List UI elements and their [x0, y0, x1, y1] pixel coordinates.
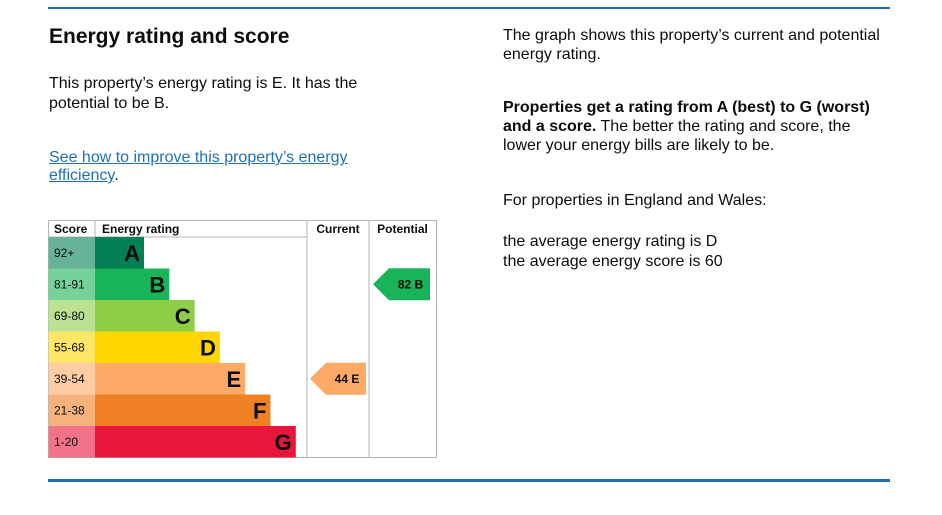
- rating-intro: This property’s energy rating is E. It h…: [49, 75, 358, 112]
- section-heading: Energy rating and score: [49, 25, 290, 48]
- ratings-rest: The better the rating and score, the low…: [503, 118, 851, 154]
- score-range-cell: [48, 237, 95, 269]
- current-header: Current: [316, 222, 359, 236]
- link-suffix: .: [114, 167, 119, 184]
- rating-band-bar: [95, 363, 246, 395]
- rating-band-bar: [95, 426, 296, 458]
- rating-band-letter: D: [200, 335, 216, 360]
- ratings-bold: Properties get a rating from A (best) to…: [503, 99, 870, 135]
- score-range-cell: [48, 426, 95, 458]
- score-range-label: 55-68: [54, 340, 85, 354]
- current-arrow: [310, 362, 366, 395]
- score-range-cell: [48, 394, 95, 426]
- potential-header: Potential: [377, 222, 428, 236]
- score-range-label: 81-91: [54, 277, 85, 291]
- ratings-explanation: Properties get a rating from A (best) to…: [503, 98, 893, 155]
- energy-rating-chart: Score Energy rating Current Potential 92+ A 81…: [48, 220, 438, 465]
- graph-description: The graph shows this property’s current …: [503, 27, 880, 63]
- rating-band-letter: A: [124, 241, 140, 266]
- rating-band-letter: G: [275, 430, 292, 455]
- energy-rating-header: Energy rating: [102, 222, 179, 236]
- score-range-cell: [48, 268, 95, 300]
- average-score: the average energy score is 60: [503, 253, 723, 270]
- score-range-label: 1-20: [54, 435, 78, 449]
- score-header: Score: [54, 222, 88, 236]
- rating-band-bar: [95, 237, 144, 269]
- rating-band-bar: [95, 331, 220, 363]
- improve-paragraph: See how to improve this property’s energ…: [49, 149, 409, 185]
- rating-band-bar: [95, 268, 170, 300]
- score-range-label: 39-54: [54, 372, 85, 386]
- score-range-cell: [48, 300, 95, 332]
- energy-rating-section: Energy rating and score This property’s …: [49, 24, 449, 184]
- score-range-label: 21-38: [54, 403, 85, 417]
- rating-band-letter: C: [175, 304, 191, 329]
- rating-band-letter: F: [253, 398, 266, 423]
- region-note: For properties in England and Wales:: [503, 192, 767, 209]
- potential-arrow: [373, 268, 430, 301]
- rating-band-bar: [95, 300, 195, 332]
- current-rating-label: 44 E: [335, 372, 360, 386]
- score-range-label: 92+: [54, 246, 74, 260]
- rating-band-letter: E: [227, 367, 242, 392]
- average-rating: the average energy rating is D: [503, 233, 718, 250]
- improve-efficiency-link[interactable]: See how to improve this property’s energ…: [49, 149, 348, 184]
- rating-band-letter: B: [149, 272, 165, 297]
- score-range-label: 69-80: [54, 309, 85, 323]
- potential-rating-label: 82 B: [398, 277, 424, 291]
- score-range-cell: [48, 331, 95, 363]
- rating-band-bar: [95, 394, 271, 426]
- score-range-cell: [48, 363, 95, 395]
- top-divider: [48, 7, 890, 9]
- energy-rating-graph: Score Energy rating Current Potential 92+ A 81…: [48, 220, 437, 458]
- bottom-divider: [48, 479, 890, 482]
